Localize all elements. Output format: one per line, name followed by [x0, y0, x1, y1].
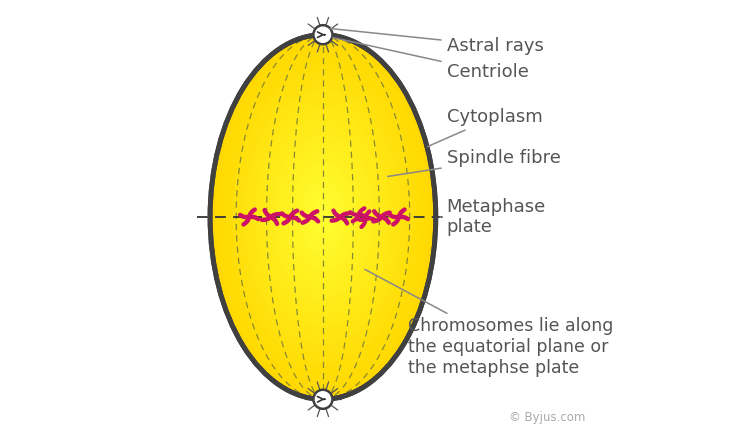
Text: Cytoplasm: Cytoplasm [427, 108, 542, 147]
Ellipse shape [300, 181, 346, 253]
Ellipse shape [278, 144, 368, 290]
Ellipse shape [216, 44, 430, 390]
Ellipse shape [272, 135, 374, 299]
Ellipse shape [306, 190, 340, 244]
Ellipse shape [289, 162, 357, 272]
Ellipse shape [227, 62, 419, 372]
Ellipse shape [261, 117, 385, 317]
Ellipse shape [210, 35, 436, 399]
Text: © Byjus.com: © Byjus.com [509, 411, 586, 424]
Text: Chromosomes lie along
the equatorial plane or
the metaphse plate: Chromosomes lie along the equatorial pla… [364, 270, 613, 377]
Text: Astral rays: Astral rays [330, 29, 544, 55]
Ellipse shape [232, 71, 413, 363]
Circle shape [314, 25, 332, 44]
Text: Centriole: Centriole [332, 37, 529, 81]
Circle shape [314, 390, 332, 409]
Text: Spindle fibre: Spindle fibre [388, 149, 560, 177]
Ellipse shape [312, 199, 334, 235]
Ellipse shape [221, 53, 424, 381]
Text: Metaphase
plate: Metaphase plate [440, 197, 546, 237]
Ellipse shape [284, 153, 362, 281]
Ellipse shape [255, 108, 391, 326]
Ellipse shape [266, 126, 380, 308]
Ellipse shape [210, 35, 436, 399]
Ellipse shape [244, 89, 402, 345]
Ellipse shape [295, 171, 351, 263]
Ellipse shape [317, 208, 328, 226]
Ellipse shape [238, 80, 407, 354]
Ellipse shape [250, 99, 396, 335]
